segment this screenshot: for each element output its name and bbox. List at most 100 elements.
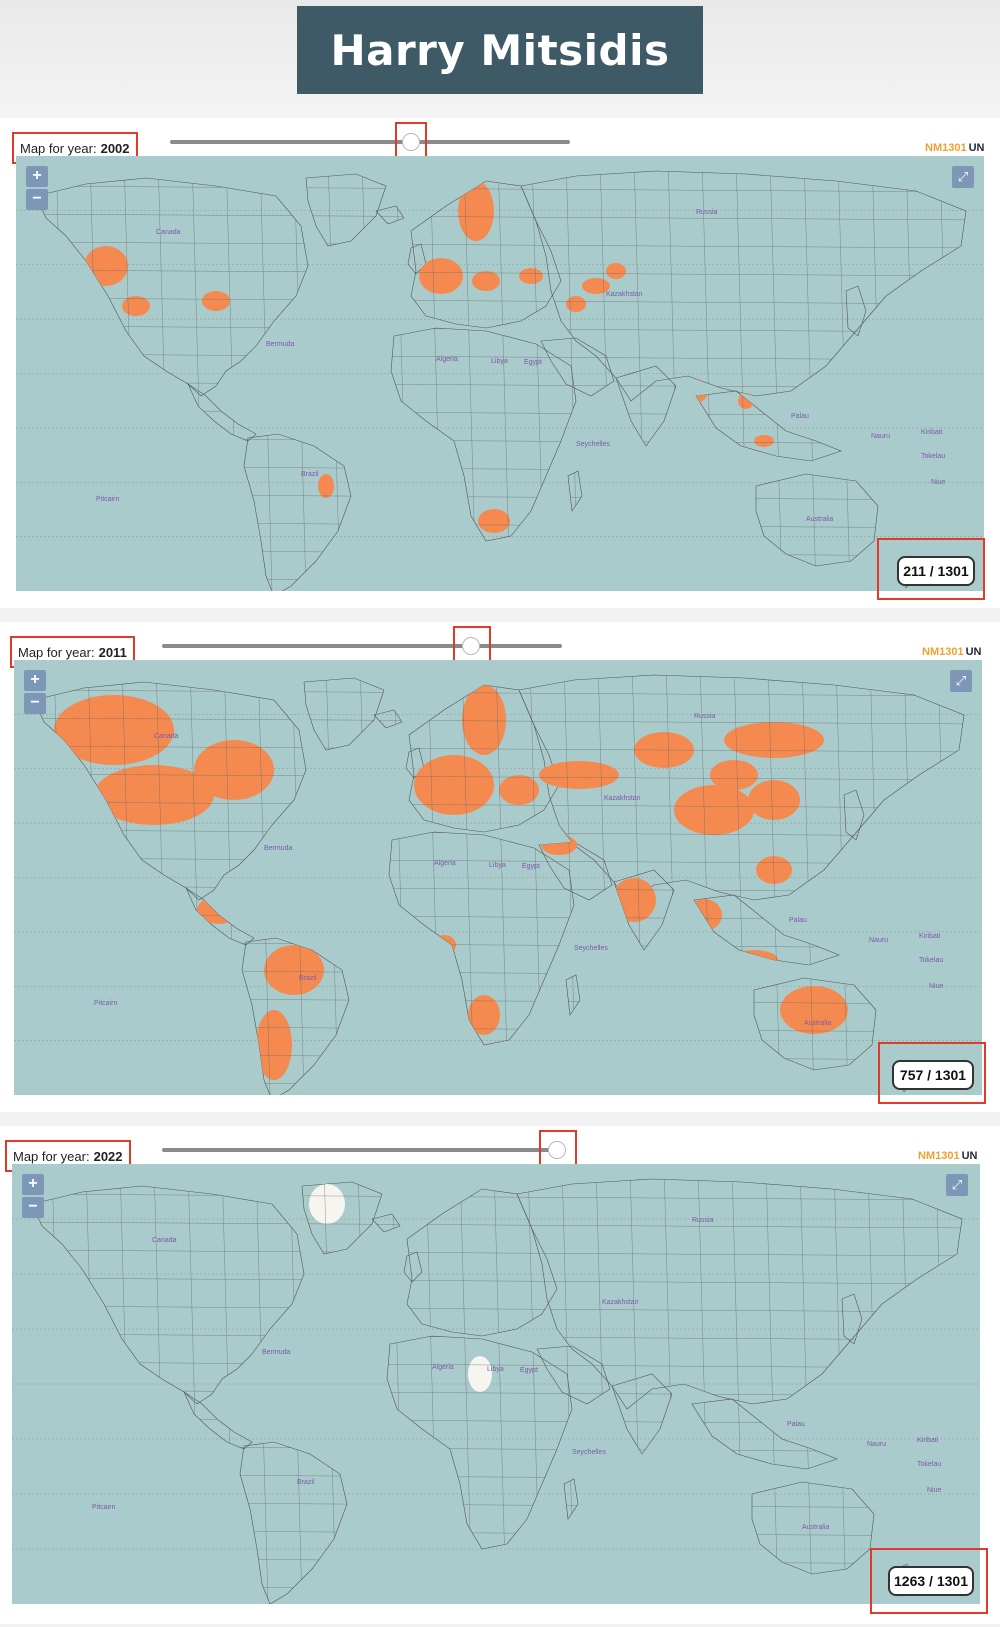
landmass-australia[interactable]: [753, 977, 877, 1071]
unvisited-region[interactable]: [309, 1184, 345, 1224]
landmass-north-america[interactable]: [35, 177, 309, 397]
visited-region[interactable]: [458, 181, 494, 241]
zoom-out-button[interactable]: −: [24, 693, 46, 714]
fullscreen-button[interactable]: ⤢: [952, 166, 974, 188]
world-map[interactable]: Canada Russia Australia Kazakhstan Algeria Li…: [16, 156, 984, 591]
visited-region[interactable]: [710, 760, 758, 790]
visited-region[interactable]: [256, 1010, 292, 1080]
visited-region[interactable]: [541, 835, 577, 855]
visited-region[interactable]: [780, 986, 848, 1034]
visited-region[interactable]: [686, 899, 722, 931]
visited-region[interactable]: [478, 509, 510, 533]
landmass-south-america[interactable]: [243, 433, 352, 591]
zoom-in-button[interactable]: +: [26, 166, 48, 187]
landmass-north-america[interactable]: [31, 1185, 305, 1405]
visited-region[interactable]: [472, 271, 500, 291]
world-map[interactable]: Canada Russia Australia Kazakhstan Algeria Li…: [12, 1164, 980, 1604]
landmass-asia[interactable]: [520, 170, 967, 402]
landmass-africa[interactable]: [388, 831, 575, 1046]
visited-region[interactable]: [212, 386, 236, 406]
landmass-arabia[interactable]: [540, 337, 615, 397]
visited-region[interactable]: [582, 278, 610, 294]
visited-region[interactable]: [499, 775, 539, 805]
year-slider-track[interactable]: [162, 1148, 562, 1152]
brand-nm: NM1301: [918, 1150, 960, 1162]
landmass-southeast-asia[interactable]: [691, 1398, 838, 1470]
landmass-south-america[interactable]: [239, 1441, 348, 1604]
landmass-arabia[interactable]: [536, 1345, 611, 1405]
landmass-central-america[interactable]: [183, 1391, 253, 1450]
landmass-madagascar[interactable]: [563, 1478, 579, 1520]
landmass-iceland[interactable]: [371, 1213, 401, 1233]
visited-region[interactable]: [612, 878, 656, 922]
visited-region[interactable]: [194, 740, 274, 800]
landmass-iceland[interactable]: [375, 205, 405, 225]
year-slider-track[interactable]: [170, 140, 570, 144]
visited-region[interactable]: [674, 785, 754, 835]
fullscreen-button[interactable]: ⤢: [946, 1174, 968, 1196]
landmass-arabia[interactable]: [538, 841, 613, 901]
visited-region[interactable]: [432, 935, 456, 955]
visited-region[interactable]: [684, 379, 708, 403]
landmass-south-america[interactable]: [241, 937, 350, 1095]
visited-region[interactable]: [197, 896, 241, 924]
landmass-india[interactable]: [613, 869, 675, 951]
unvisited-region[interactable]: [468, 1356, 492, 1392]
visited-region[interactable]: [606, 263, 626, 279]
landmass-greenland[interactable]: [305, 173, 387, 247]
landmass-iceland[interactable]: [373, 709, 403, 729]
landmass-southeast-asia[interactable]: [693, 894, 840, 966]
visited-region[interactable]: [730, 950, 778, 970]
visited-region[interactable]: [318, 474, 334, 498]
landmass-europe[interactable]: [410, 180, 562, 329]
landmass-japan[interactable]: [843, 789, 865, 841]
visited-region[interactable]: [414, 755, 494, 815]
visited-region[interactable]: [519, 268, 543, 284]
landmass-europe[interactable]: [406, 1188, 558, 1337]
landmass-australia[interactable]: [755, 473, 879, 567]
visited-region[interactable]: [419, 258, 463, 294]
visited-region[interactable]: [724, 722, 824, 758]
visited-region[interactable]: [748, 780, 800, 820]
zoom-in-button[interactable]: +: [22, 1174, 44, 1195]
visited-region[interactable]: [468, 995, 500, 1035]
year-slider-track[interactable]: [162, 644, 562, 648]
landmass-india[interactable]: [615, 365, 677, 447]
year-slider-thumb[interactable]: [548, 1141, 566, 1159]
landmass-india[interactable]: [611, 1373, 673, 1455]
visited-region[interactable]: [738, 393, 754, 409]
visited-region[interactable]: [84, 246, 128, 286]
zoom-out-button[interactable]: −: [26, 189, 48, 210]
border-line: [34, 913, 964, 921]
landmass-greenland[interactable]: [303, 677, 385, 751]
landmass-europe[interactable]: [408, 684, 560, 833]
landmass-africa[interactable]: [386, 1335, 573, 1550]
zoom-in-button[interactable]: +: [24, 670, 46, 691]
landmass-africa[interactable]: [390, 327, 577, 542]
visited-region[interactable]: [566, 296, 586, 312]
landmass-asia[interactable]: [516, 1178, 963, 1410]
landmass-japan[interactable]: [841, 1293, 863, 1345]
landmass-japan[interactable]: [845, 285, 867, 337]
visited-region[interactable]: [94, 765, 214, 825]
world-map[interactable]: Canada Russia Australia Kazakhstan Algeria Li…: [14, 660, 982, 1095]
visited-region[interactable]: [54, 695, 174, 765]
landmass-central-america[interactable]: [187, 383, 257, 442]
zoom-out-button[interactable]: −: [22, 1197, 44, 1218]
visited-region[interactable]: [264, 945, 324, 995]
landmass-australia[interactable]: [751, 1481, 875, 1575]
visited-region[interactable]: [462, 685, 506, 755]
visited-region[interactable]: [754, 435, 774, 447]
year-slider-thumb[interactable]: [462, 637, 480, 655]
landmass-asia[interactable]: [518, 674, 965, 906]
visited-region[interactable]: [756, 856, 792, 884]
fullscreen-button[interactable]: ⤢: [950, 670, 972, 692]
title-banner: Harry Mitsidis: [297, 6, 703, 94]
landmass-greenland[interactable]: [301, 1181, 383, 1255]
year-slider-thumb[interactable]: [402, 133, 420, 151]
landmass-southeast-asia[interactable]: [695, 390, 842, 462]
landmass-uk-ireland[interactable]: [403, 1251, 423, 1283]
visited-region[interactable]: [202, 291, 230, 311]
visited-region[interactable]: [539, 761, 619, 789]
visited-region[interactable]: [122, 296, 150, 316]
